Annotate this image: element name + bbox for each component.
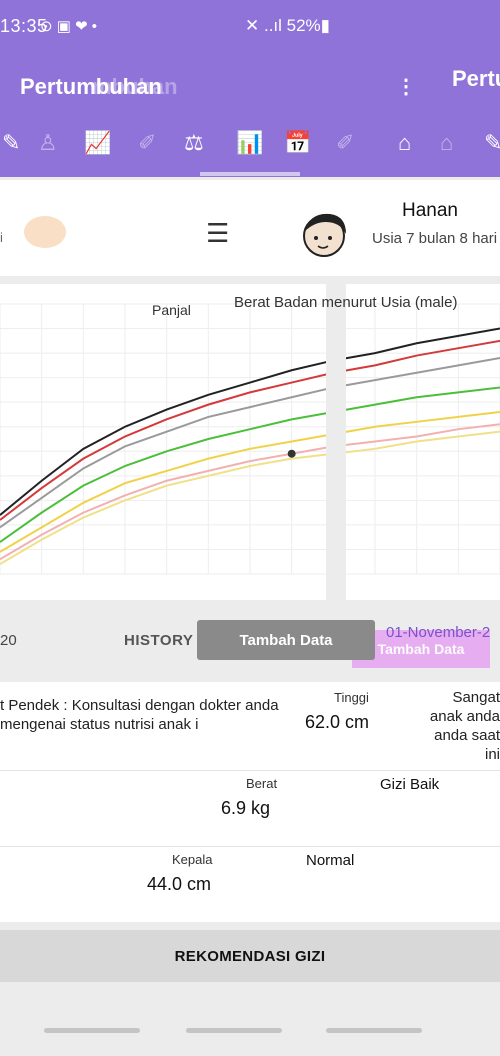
- series-line-0: [0, 327, 500, 516]
- head-status: Normal: [306, 852, 355, 869]
- page-title-ghost: mbuhan: [92, 74, 178, 99]
- height-label: Tinggi: [334, 690, 369, 705]
- child-list-icon[interactable]: ☰: [206, 218, 230, 248]
- child-profile-card[interactable]: i ☰ Hanan Usia 7 bulan 8 hari: [0, 180, 500, 276]
- history-date-right: 01-November-2: [386, 624, 491, 641]
- tab-icon-row: ✎ ♙ 📈 ✐ ⚖ 📊 📅 ✐ ⌂ ⌂ ✎: [0, 130, 500, 160]
- divider: [0, 846, 500, 847]
- series-line-5: [0, 423, 500, 561]
- status-time: 13:35: [0, 16, 48, 36]
- add-data-ghost-button[interactable]: Tambah Data: [352, 630, 490, 668]
- head-value: 44.0 cm: [147, 874, 212, 894]
- nutrition-recommendation-button[interactable]: REKOMENDASI GIZI: [0, 930, 500, 982]
- home-tab-icon[interactable]: ⌂: [398, 130, 412, 155]
- status-bar: 13:35 ⊙ ▣ ❤ • ✕ ..ıl 52%▮: [0, 0, 500, 52]
- head-label: Kepala: [172, 852, 213, 867]
- growth-chart: [0, 303, 500, 575]
- baby-avatar: [303, 213, 346, 257]
- growth-chart-card: Panjal Berat Badan menurut Usia (male): [0, 284, 500, 600]
- series-line-6: [0, 430, 500, 566]
- measurement-details: t Pendek : Konsultasi dengan dokter anda…: [0, 682, 500, 922]
- nav-pill[interactable]: [186, 1028, 282, 1033]
- app-bar: Pertumbuhan mbuhan ⋮ Pertumbuhan ✎ ♙ 📈 ✐…: [0, 52, 500, 177]
- weight-label: Berat: [246, 776, 278, 791]
- syringe-right-tab-icon[interactable]: ✎: [484, 130, 500, 155]
- pen-tab-icon[interactable]: ✐: [138, 130, 157, 155]
- ghost-text: i: [0, 230, 3, 245]
- tab-indicator: [200, 172, 300, 176]
- ghost-avatar: [24, 216, 66, 248]
- system-nav-bar: [0, 1000, 500, 1056]
- child-age: Usia 7 bulan 8 hari: [372, 230, 498, 247]
- nav-pill[interactable]: [326, 1028, 422, 1033]
- brush-tab-icon[interactable]: ✐: [336, 130, 355, 155]
- chart-ghost-title: Panjal: [152, 302, 191, 318]
- series-line-4: [0, 411, 500, 553]
- history-date-left: 20: [0, 632, 17, 649]
- history-row: 20 HISTORY Tambah Data Tambah Data 01-No…: [0, 618, 500, 668]
- chart-gap: [326, 284, 346, 600]
- doctor-tab-icon[interactable]: ♙: [38, 130, 58, 155]
- growth-chart-tab-icon[interactable]: 📈: [84, 130, 112, 155]
- notification-icons: ⊙ ▣ ❤ •: [40, 18, 98, 35]
- battery-signal-indicators: ✕ ..ıl 52%▮: [245, 16, 331, 35]
- child-name: Hanan: [402, 200, 458, 221]
- page-title: Pertumbuhan: [20, 74, 162, 99]
- weight-status: Gizi Baik: [380, 776, 440, 793]
- syringe-tab-icon[interactable]: ✎: [2, 130, 21, 155]
- chart-title: Berat Badan menurut Usia (male): [234, 294, 458, 311]
- page-title-duplicate: Pertumbuhan: [452, 66, 500, 91]
- stats-tab-icon[interactable]: 📊: [236, 130, 264, 155]
- more-vert-icon[interactable]: ⋮: [396, 76, 416, 98]
- home-ghost-tab-icon[interactable]: ⌂: [440, 130, 454, 155]
- height-status: Sangat anak anda anda saat ini: [429, 689, 500, 763]
- weight-value: 6.9 kg: [221, 798, 271, 818]
- nav-pill[interactable]: [44, 1028, 140, 1033]
- add-data-button[interactable]: Tambah Data: [197, 620, 375, 660]
- series-line-2: [0, 357, 500, 529]
- height-value: 62.0 cm: [305, 712, 370, 732]
- series-line-1: [0, 339, 500, 521]
- series-line-3: [0, 386, 500, 543]
- calendar-tab-icon[interactable]: 📅: [284, 130, 312, 155]
- weight-tab-icon[interactable]: ⚖: [184, 130, 204, 155]
- height-warning-text: t Pendek : Konsultasi dengan dokter anda…: [0, 697, 279, 733]
- divider: [0, 770, 500, 771]
- measurement-point-0[interactable]: [287, 449, 296, 458]
- history-label[interactable]: HISTORY: [124, 632, 194, 649]
